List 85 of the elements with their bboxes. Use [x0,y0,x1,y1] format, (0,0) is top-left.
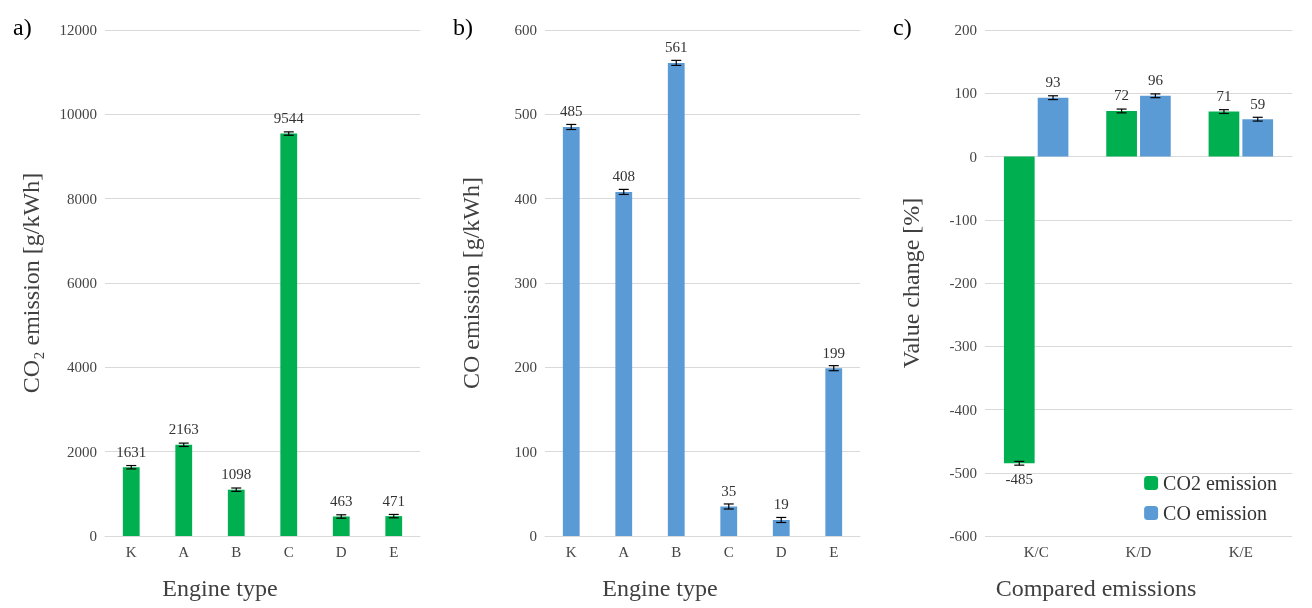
bar [332,516,350,536]
data-label: 485 [560,103,583,120]
data-label: 1098 [221,466,252,483]
x-tick-label: K/C [1023,543,1049,560]
bar [1208,111,1240,157]
data-label: 463 [330,492,353,509]
data-label: 9544 [273,110,305,127]
bar [175,444,193,536]
y-tick-label: 100 [954,85,977,102]
data-label: 408 [612,168,635,185]
data-label: 1631 [116,443,147,460]
x-tick-label: K/D [1125,543,1152,560]
x-tick-label: B [231,543,242,560]
y-tick-label: 200 [954,22,977,38]
x-axis-title: Compared emissions [995,575,1197,601]
chart-title: a) [13,14,32,40]
bar [667,62,685,536]
y-tick-label: -100 [949,211,977,228]
x-tick-label: C [283,543,294,560]
legend-label: CO2 emission [1163,472,1278,494]
x-tick-label: K [125,543,137,560]
x-tick-label: E [829,543,839,560]
y-axis-title: CO emission [g/kWh] [458,177,484,389]
data-label: -485 [1005,470,1034,487]
data-label: 471 [382,492,405,509]
bar [1003,156,1035,464]
y-tick-label: 0 [89,528,97,544]
y-tick-label: -600 [949,528,977,544]
y-tick-label: -400 [949,401,977,418]
x-axis-title: Engine type [162,575,278,601]
y-tick-label: 100 [514,443,537,460]
bar [720,506,738,536]
data-label: 71 [1216,88,1232,105]
y-tick-label: 300 [514,275,537,291]
y-axis-title: Value change [%] [898,197,924,369]
y-tick-label: 2000 [67,443,97,460]
x-tick-label: D [775,543,787,560]
data-label: 96 [1147,72,1164,89]
x-tick-label: E [389,543,399,560]
bar [562,126,580,536]
bar [385,516,403,536]
data-label: 35 [721,482,737,499]
x-tick-label: K/E [1228,543,1253,560]
x-tick-label: C [723,543,734,560]
y-axis-title: CO₂ emission [g/kWh] [18,172,44,394]
data-label: 72 [1114,87,1130,104]
bar [227,489,245,536]
y-tick-label: -500 [949,464,977,481]
y-tick-label: 10000 [59,106,97,123]
y-tick-label: 0 [969,148,977,165]
data-label: 199 [822,344,845,361]
bar [1140,95,1171,157]
data-label: 59 [1250,95,1266,112]
x-axis-title: Engine type [602,575,718,601]
y-tick-label: -300 [949,338,977,355]
bar [772,519,790,536]
x-tick-label: A [178,543,190,560]
y-tick-label: 4000 [67,359,97,376]
bar [825,368,843,536]
x-tick-label: D [335,543,347,560]
y-tick-label: 600 [514,22,537,38]
bar [122,467,140,536]
y-tick-label: 8000 [67,190,97,207]
bar [1242,119,1274,157]
y-tick-label: 400 [514,190,537,207]
legend-label: CO emission [1163,502,1268,524]
y-tick-label: 12000 [59,22,97,38]
bar [1106,110,1137,157]
y-tick-label: 0 [529,528,537,544]
x-tick-label: K [565,543,577,560]
data-label: 2163 [168,421,199,438]
y-tick-label: -200 [949,275,977,291]
chart-title: c) [893,14,912,40]
bar [1037,97,1069,157]
y-tick-label: 6000 [67,275,97,291]
bar [615,191,633,536]
y-tick-label: 200 [514,359,537,376]
data-label: 561 [665,39,688,56]
x-tick-label: B [671,543,682,560]
x-tick-label: A [618,543,630,560]
chart-title: b) [453,14,473,40]
data-label: 93 [1045,74,1061,91]
data-label: 19 [773,496,789,513]
y-tick-label: 500 [514,106,537,123]
bar [280,133,298,536]
